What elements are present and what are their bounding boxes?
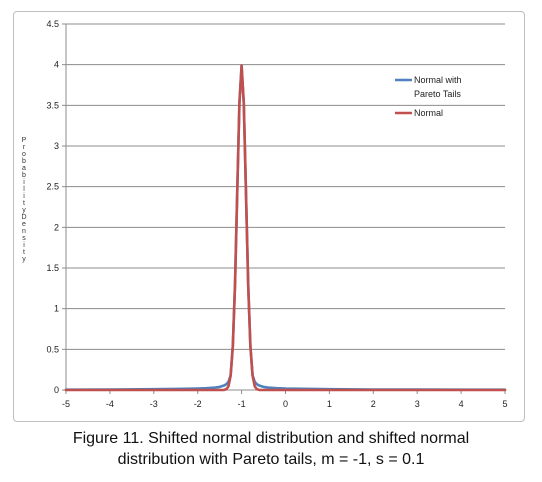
y-tick-label: 1	[54, 304, 59, 314]
y-tick-label: 1.5	[46, 263, 59, 273]
series-line-normal	[64, 64, 507, 392]
y-tick-label: 3	[54, 141, 59, 151]
y-tick-label: 4	[54, 60, 59, 70]
caption-line-2: distribution with Pareto tails, m = -1, …	[117, 451, 425, 468]
legend-label-normal: Normal	[414, 108, 443, 118]
x-tick-label: -3	[150, 399, 158, 409]
x-tick-label: 3	[415, 399, 420, 409]
y-tick-label: 2.5	[46, 182, 59, 192]
x-tick-label: -1	[238, 399, 246, 409]
x-tick-label: 1	[327, 399, 332, 409]
y-tick-label: 0	[54, 385, 59, 395]
y-tick-label: 0.5	[46, 344, 59, 354]
x-tick-label: -4	[106, 399, 114, 409]
x-tick-label: -5	[62, 399, 70, 409]
x-tick-label: 0	[283, 399, 288, 409]
x-tick-label: 2	[371, 399, 376, 409]
legend: Normal with Pareto Tails Normal	[395, 75, 462, 118]
x-tick-label: 5	[502, 399, 507, 409]
figure-caption: Figure 11. Shifted normal distribution a…	[0, 428, 542, 470]
gridlines	[66, 23, 505, 350]
y-tick-label: 3.5	[46, 100, 59, 110]
x-tick-label: 4	[459, 399, 464, 409]
legend-label-normal-with-pareto-tails: Normal with Pareto Tails	[414, 75, 462, 99]
x-tick-label: -2	[194, 399, 202, 409]
caption-line-1: Figure 11. Shifted normal distribution a…	[72, 430, 470, 447]
y-tick-label: 4.5	[46, 19, 59, 29]
y-tick-label: 2	[54, 222, 59, 232]
series-lines	[64, 64, 507, 392]
